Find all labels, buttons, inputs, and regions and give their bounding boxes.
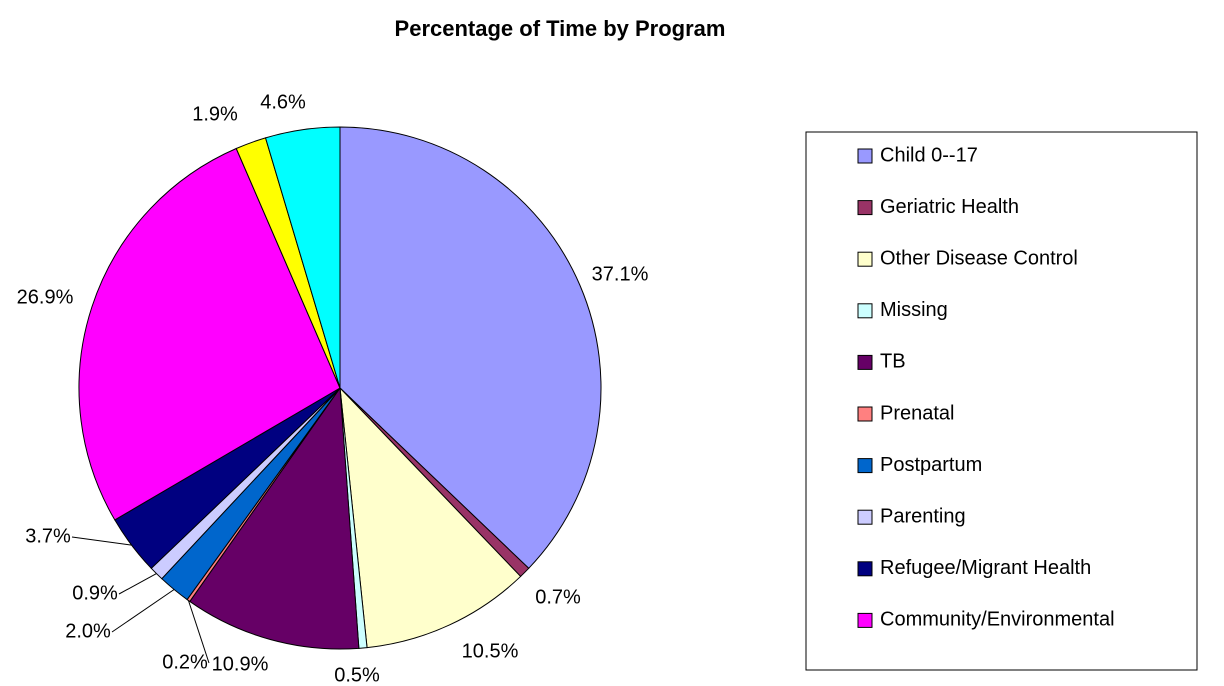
legend-label: Other Disease Control — [880, 247, 1078, 269]
pie-slice — [189, 386, 360, 650]
data-label: 3.7% — [25, 525, 71, 547]
data-label: 10.5% — [462, 640, 519, 662]
legend-swatch — [857, 509, 873, 525]
legend-label: TB — [880, 351, 906, 373]
legend-label: Parenting — [880, 505, 966, 527]
legend-swatch — [857, 612, 873, 628]
data-label: 26.9% — [17, 286, 74, 308]
chart-title: Percentage of Time by Program — [395, 16, 726, 41]
legend-swatch — [857, 458, 873, 474]
data-label: 4.6% — [260, 91, 306, 113]
leader-line — [187, 600, 210, 664]
data-label: 2.0% — [65, 620, 111, 642]
pie-slice — [264, 126, 341, 389]
legend-box — [805, 131, 1198, 671]
legend-swatch — [857, 406, 873, 422]
pie-slice — [339, 386, 522, 649]
data-label: 37.1% — [592, 263, 649, 285]
legend-swatch — [857, 251, 873, 267]
data-label: 0.9% — [72, 582, 118, 604]
leader-line — [111, 589, 175, 633]
data-label: 10.9% — [212, 653, 269, 675]
legend-label: Postpartum — [880, 454, 982, 476]
data-label: 0.7% — [535, 586, 581, 608]
legend-label: Prenatal — [880, 402, 955, 424]
legend-label: Child 0--17 — [880, 144, 978, 166]
data-label: 1.9% — [192, 103, 238, 125]
data-label: 0.5% — [334, 664, 380, 686]
legend-label: Missing — [880, 299, 948, 321]
legend-label: Geriatric Health — [880, 196, 1019, 218]
legend-label: Community/Environmental — [880, 609, 1115, 631]
pie-slice — [78, 147, 341, 521]
legend-label: Refugee/Migrant Health — [880, 557, 1091, 579]
leader-line — [118, 573, 157, 595]
legend-swatch — [857, 303, 873, 319]
legend-swatch — [857, 148, 873, 164]
data-label: 0.2% — [162, 651, 208, 673]
legend-swatch — [857, 200, 873, 216]
legend-swatch — [857, 561, 873, 577]
legend-swatch — [857, 354, 873, 370]
leader-line — [71, 536, 132, 546]
pie-slice — [339, 126, 602, 570]
